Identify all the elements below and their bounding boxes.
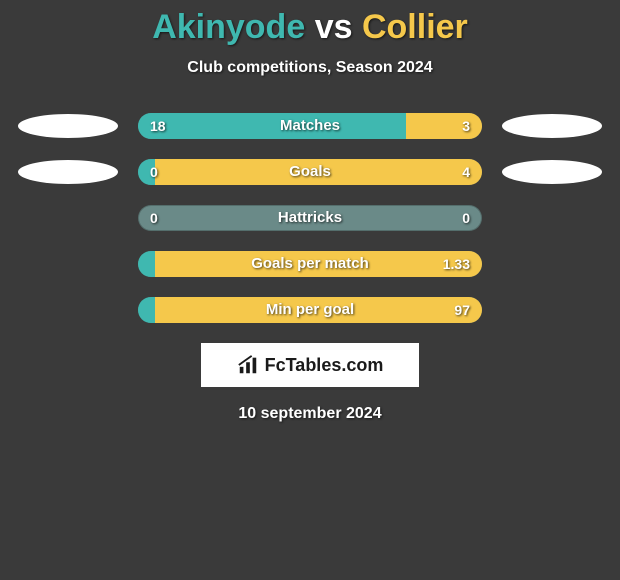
brand-text: FcTables.com	[265, 355, 384, 376]
stat-label: Min per goal	[138, 297, 482, 323]
stat-bar: Goals per match1.33	[138, 251, 482, 277]
stat-bar: Matches18 3	[138, 113, 482, 139]
stat-value-right: 97	[454, 297, 470, 323]
stat-bar: Goals0 4	[138, 159, 482, 185]
footer-date: 10 september 2024	[0, 405, 620, 423]
stat-value-right: 1.33	[443, 251, 470, 277]
page-title: Akinyode vs Collier	[0, 8, 620, 47]
stat-value-right: 4	[462, 159, 470, 185]
subtitle: Club competitions, Season 2024	[0, 59, 620, 77]
brand-badge: FcTables.com	[201, 343, 419, 387]
stat-value-left: 0	[150, 159, 158, 185]
stat-row: Min per goal97	[0, 297, 620, 323]
stat-value-right: 3	[462, 113, 470, 139]
stat-value-left: 0	[150, 205, 158, 231]
left-marker	[18, 160, 118, 184]
stat-label: Matches	[138, 113, 482, 139]
stat-bar: Min per goal97	[138, 297, 482, 323]
bar-chart-icon	[237, 354, 259, 376]
stat-rows: Matches183Goals04Hattricks00Goals per ma…	[0, 113, 620, 323]
stat-row: Hattricks0 0	[0, 205, 620, 231]
right-marker	[502, 114, 602, 138]
player-right-name: Collier	[362, 8, 468, 46]
stat-label: Goals	[138, 159, 482, 185]
player-left-name: Akinyode	[152, 8, 305, 46]
stat-row: Matches18 3	[0, 113, 620, 139]
left-marker	[18, 114, 118, 138]
vs-label: vs	[315, 8, 353, 46]
comparison-infographic: Akinyode vs Collier Club competitions, S…	[0, 0, 620, 423]
stat-bar: Hattricks0 0	[138, 205, 482, 231]
right-marker	[502, 160, 602, 184]
stat-label: Hattricks	[138, 205, 482, 231]
stat-value-left: 18	[150, 113, 166, 139]
stat-row: Goals0 4	[0, 159, 620, 185]
stat-value-right: 0	[462, 205, 470, 231]
stat-row: Goals per match1.33	[0, 251, 620, 277]
stat-label: Goals per match	[138, 251, 482, 277]
